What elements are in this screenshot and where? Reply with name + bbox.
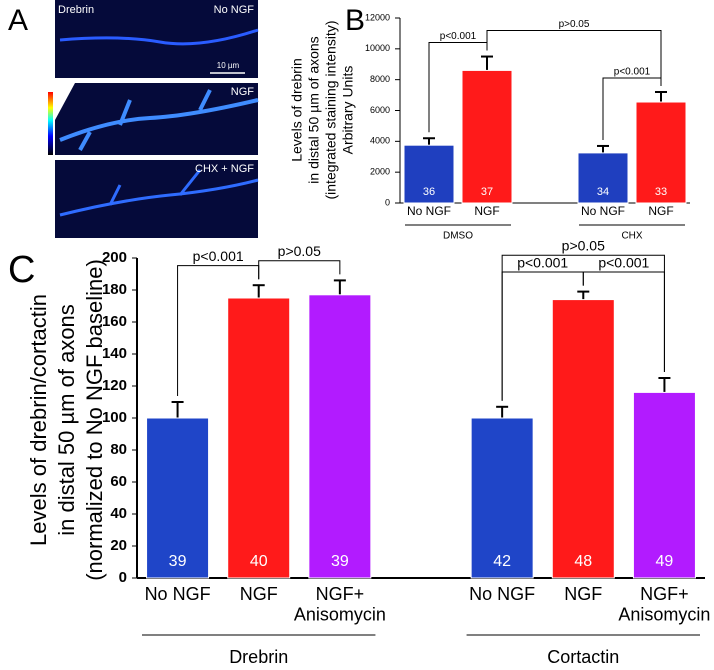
bar — [551, 299, 615, 579]
y-tick-label: 40 — [110, 505, 127, 522]
panel-letter: A — [8, 4, 28, 37]
p-value: p<0.001 — [440, 31, 477, 42]
y-tick-label: 20 — [110, 537, 127, 554]
x-tick-label: NGF — [240, 584, 278, 604]
condition-label: No NGF — [214, 4, 255, 16]
y-tick-label: 8000 — [370, 74, 390, 84]
x-tick-label: NGF — [474, 204, 499, 218]
bar — [227, 297, 291, 579]
n-label: 33 — [655, 186, 667, 198]
p-value: p<0.001 — [598, 254, 649, 270]
x-tick-label: NGF+ — [640, 584, 689, 604]
y-axis-label: (integrated staining intensity) — [323, 21, 339, 200]
y-tick-label: 80 — [110, 441, 127, 458]
p-value: p<0.001 — [614, 67, 651, 78]
x-tick-label: No NGF — [145, 584, 211, 604]
axon — [59, 89, 259, 151]
panel-letter: B — [345, 4, 365, 37]
bar — [635, 101, 687, 204]
n-label: 48 — [574, 553, 592, 570]
y-axis-label: Levels of drebrin — [289, 58, 305, 162]
axon — [59, 28, 259, 46]
y-tick-label: 60 — [110, 473, 127, 490]
y-tick-label: 160 — [102, 313, 127, 330]
x-tick-label: NGF+ — [316, 584, 365, 604]
panel-a: A Drebrin No NGF NGF CHX + NGF 10 µm — [8, 0, 259, 238]
y-tick-label: 140 — [102, 345, 127, 362]
x-tick-label: NGF — [648, 204, 673, 218]
x-tick-label: No NGF — [407, 204, 451, 218]
x-tick-label: No NGF — [469, 584, 535, 604]
group-label: DMSO — [443, 231, 473, 242]
n-label: 37 — [481, 186, 493, 198]
significance-bracket — [258, 260, 341, 280]
x-tick-label: Anisomycin — [294, 604, 386, 624]
p-value: p>0.05 — [278, 243, 321, 259]
y-axis-label: (normalized to No NGF baseline) — [82, 259, 107, 581]
panel-letter: C — [8, 249, 35, 291]
group-label: Cortactin — [547, 647, 619, 667]
group-label: Drebrin — [229, 647, 288, 667]
y-tick-label: 100 — [102, 409, 127, 426]
condition-label: NGF — [231, 86, 255, 98]
p-value: p<0.001 — [517, 254, 568, 270]
bar — [632, 391, 696, 579]
y-tick-label: 12000 — [365, 12, 390, 22]
significance-bracket — [501, 254, 665, 401]
significance-bracket — [486, 30, 662, 86]
y-tick-label: 0 — [385, 197, 390, 207]
n-label: 42 — [493, 553, 511, 570]
y-tick-label: 4000 — [370, 136, 390, 146]
y-tick-label: 200 — [102, 249, 127, 266]
y-axis-label: in distal 50 µm of axons — [54, 304, 79, 536]
p-value: p>0.05 — [559, 19, 590, 30]
mask — [55, 83, 75, 120]
scale-label: 10 µm — [217, 61, 240, 70]
x-tick-label: Anisomycin — [618, 604, 710, 624]
axon — [59, 169, 259, 217]
bar — [403, 144, 455, 204]
condition-label: CHX + NGF — [195, 163, 254, 175]
y-tick-label: 120 — [102, 377, 127, 394]
bar — [308, 294, 372, 579]
bar — [461, 69, 513, 204]
p-value: p<0.001 — [193, 248, 244, 264]
y-tick-label: 2000 — [370, 167, 390, 177]
x-tick-label: No NGF — [581, 204, 625, 218]
n-label: 39 — [331, 553, 349, 570]
n-label: 34 — [597, 186, 609, 198]
p-value: p>0.05 — [562, 238, 605, 254]
y-tick-label: 6000 — [370, 105, 390, 115]
y-tick-label: 0 — [119, 569, 127, 586]
group-label: CHX — [621, 231, 642, 242]
bar — [470, 417, 534, 579]
y-axis-label: in distal 50 µm of axons — [306, 36, 322, 183]
stain-label: Drebrin — [58, 4, 94, 16]
bar — [146, 417, 210, 579]
color-bar — [48, 92, 53, 155]
n-label: 36 — [423, 186, 435, 198]
y-axis-label: Levels of drebrin/cortactin — [26, 294, 51, 546]
y-axis-label: Arbitrary Units — [340, 66, 356, 155]
n-label: 40 — [250, 553, 268, 570]
micrograph — [55, 160, 258, 238]
y-tick-label: 10000 — [365, 43, 390, 53]
x-tick-label: NGF — [564, 584, 602, 604]
y-tick-label: 180 — [102, 281, 127, 298]
n-label: 49 — [656, 553, 674, 570]
bar — [577, 152, 629, 204]
n-label: 39 — [169, 553, 187, 570]
